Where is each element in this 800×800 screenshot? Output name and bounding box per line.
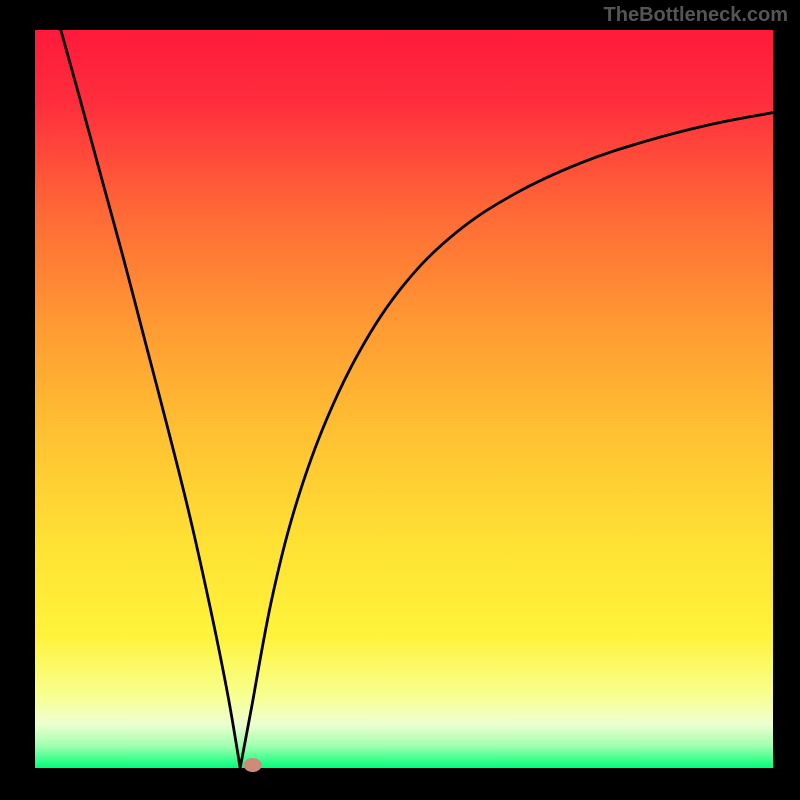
optimal-point-marker	[244, 758, 262, 772]
watermark-text: TheBottleneck.com	[604, 4, 788, 27]
chart-container: TheBottleneck.com	[0, 0, 800, 800]
bottleneck-curve-chart	[0, 0, 800, 800]
plot-background	[35, 30, 773, 768]
